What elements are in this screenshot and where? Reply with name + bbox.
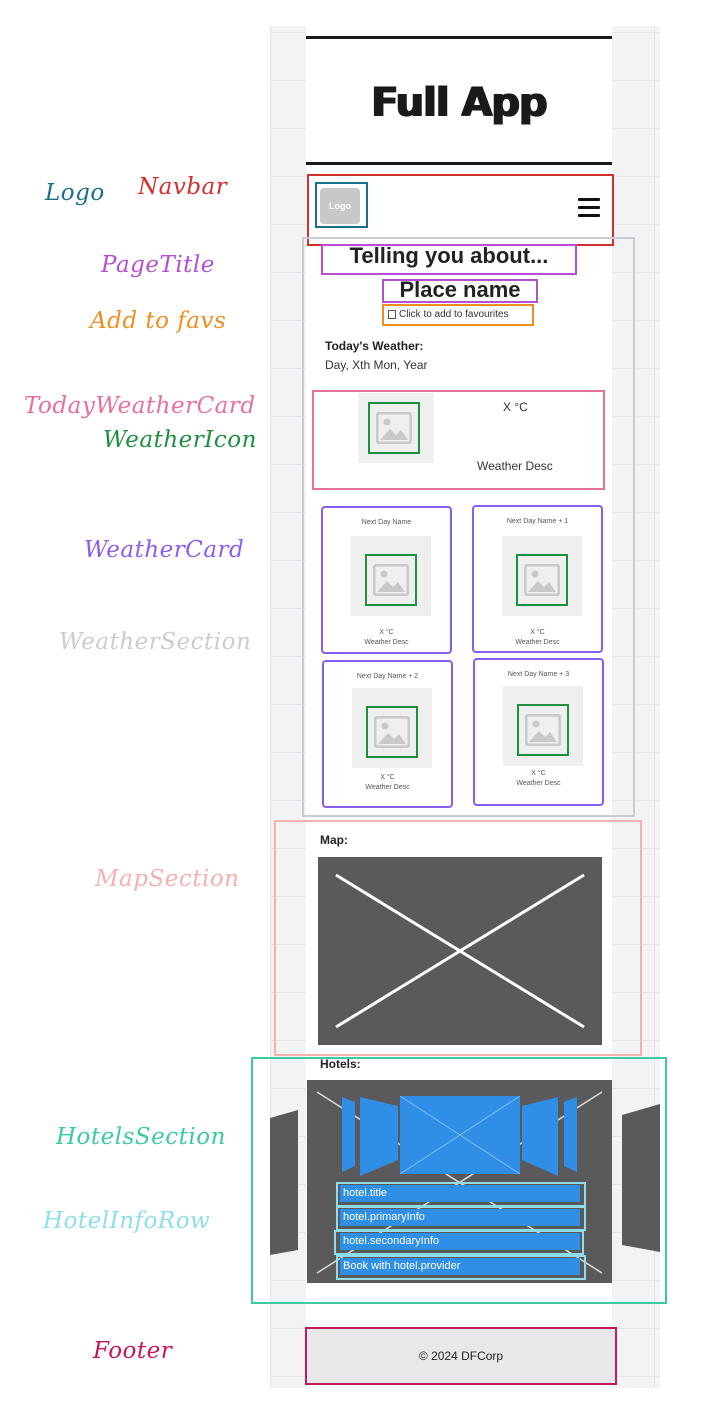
hotels-section [251,1057,667,1304]
today-temp: X °C [503,400,528,414]
image-icon [374,716,410,748]
weather-card [473,658,604,806]
annotation-footer: Footer [93,1338,173,1364]
place-name-frame [382,279,538,303]
forecast-weather-image [352,688,432,768]
forecast-weather-image [351,536,431,616]
carousel-slide-left-2 [342,1097,355,1172]
map-section [274,820,642,1056]
annotation-weather-card: WeatherCard [84,537,245,563]
map-placeholder[interactable] [318,857,602,1045]
weather-icon-frame [517,704,569,756]
weather-card [322,660,453,808]
footer-text: © 2024 DFCorp [418,1349,504,1363]
annotation-weather-icon: WeatherIcon [103,427,257,453]
weather-section [302,237,635,817]
add-to-favs-frame [382,304,534,326]
carousel-slide-left-1 [360,1097,398,1176]
hotel-info-row: hotel.primaryInfo [340,1209,580,1226]
footer: © 2024 DFCorp [305,1327,617,1385]
forecast-weather-image [503,686,583,766]
todays-weather-date: Day, Xth Mon, Year [325,358,428,372]
page-title: Telling you about... [349,243,549,268]
forecast-desc: Weather Desc [364,639,409,646]
forecast-temp: X °C [531,770,546,777]
weather-icon-frame [366,706,418,758]
annotation-hotels-section: HotelsSection [56,1124,226,1150]
forecast-weather-image [502,536,582,616]
title-divider-top [306,36,612,39]
today-weather-image [358,393,434,463]
hotel-info-row-frame [336,1255,586,1280]
today-weather-icon-frame [368,402,420,454]
forecast-day-name: Next Day Name + 3 [507,671,570,678]
hamburger-icon[interactable] [578,198,600,218]
annotation-today-weather-card: TodayWeatherCard [24,393,256,419]
add-to-favs[interactable]: Click to add to favourites [388,306,509,322]
forecast-temp: X °C [379,629,394,636]
annotation-logo: Logo [45,180,105,206]
checkbox-icon [388,309,396,319]
annotation-weather-section: WeatherSection [59,629,252,655]
forecast-day-name: Next Day Name [361,519,412,526]
annotation-navbar: Navbar [138,174,228,200]
carousel-left-panel [270,1110,298,1255]
app-title: Full App [371,80,547,126]
annotation-page-title: PageTitle [101,252,215,278]
weather-card [472,505,603,653]
weather-icon-frame [516,554,568,606]
image-icon [525,714,561,746]
hotel-info-row-frame [334,1230,584,1255]
forecast-desc: Weather Desc [515,639,560,646]
forecast-day-name: Next Day Name + 1 [506,518,569,525]
carousel-slide-right-1 [522,1097,558,1176]
annotation-add-to-favs: Add to favs [90,308,227,334]
favourites-label: Click to add to favourites [399,308,509,320]
forecast-temp: X °C [380,774,395,781]
forecast-desc: Weather Desc [516,780,561,787]
weather-icon-frame [365,554,417,606]
book-hotel-link[interactable]: Book with hotel.provider [340,1258,580,1275]
carousel-right-panel [622,1104,660,1252]
carousel-slide-right-2 [564,1097,577,1172]
hotel-info-row: hotel.title [340,1185,580,1202]
title-divider-bottom [306,162,612,165]
logo[interactable]: Logo [320,188,360,224]
annotation-hotel-info-row: HotelInfoRow [43,1208,211,1234]
hotels-heading: Hotels: [320,1057,361,1071]
forecast-desc: Weather Desc [365,784,410,791]
image-icon [373,564,409,596]
today-weather-card [312,390,605,490]
todays-weather-heading: Today's Weather: [325,339,424,353]
map-heading: Map: [320,833,348,847]
forecast-day-name: Next Day Name + 2 [356,673,419,680]
annotation-map-section: MapSection [95,866,240,892]
forecast-temp: X °C [530,629,545,636]
hotel-info-row: hotel.secondaryInfo [340,1233,580,1250]
place-name: Place name [399,277,521,302]
page-title-frame [321,244,577,275]
logo-frame [315,182,368,228]
weather-card [321,506,452,654]
today-desc: Weather Desc [477,459,553,473]
image-icon [376,412,412,444]
image-icon [524,564,560,596]
